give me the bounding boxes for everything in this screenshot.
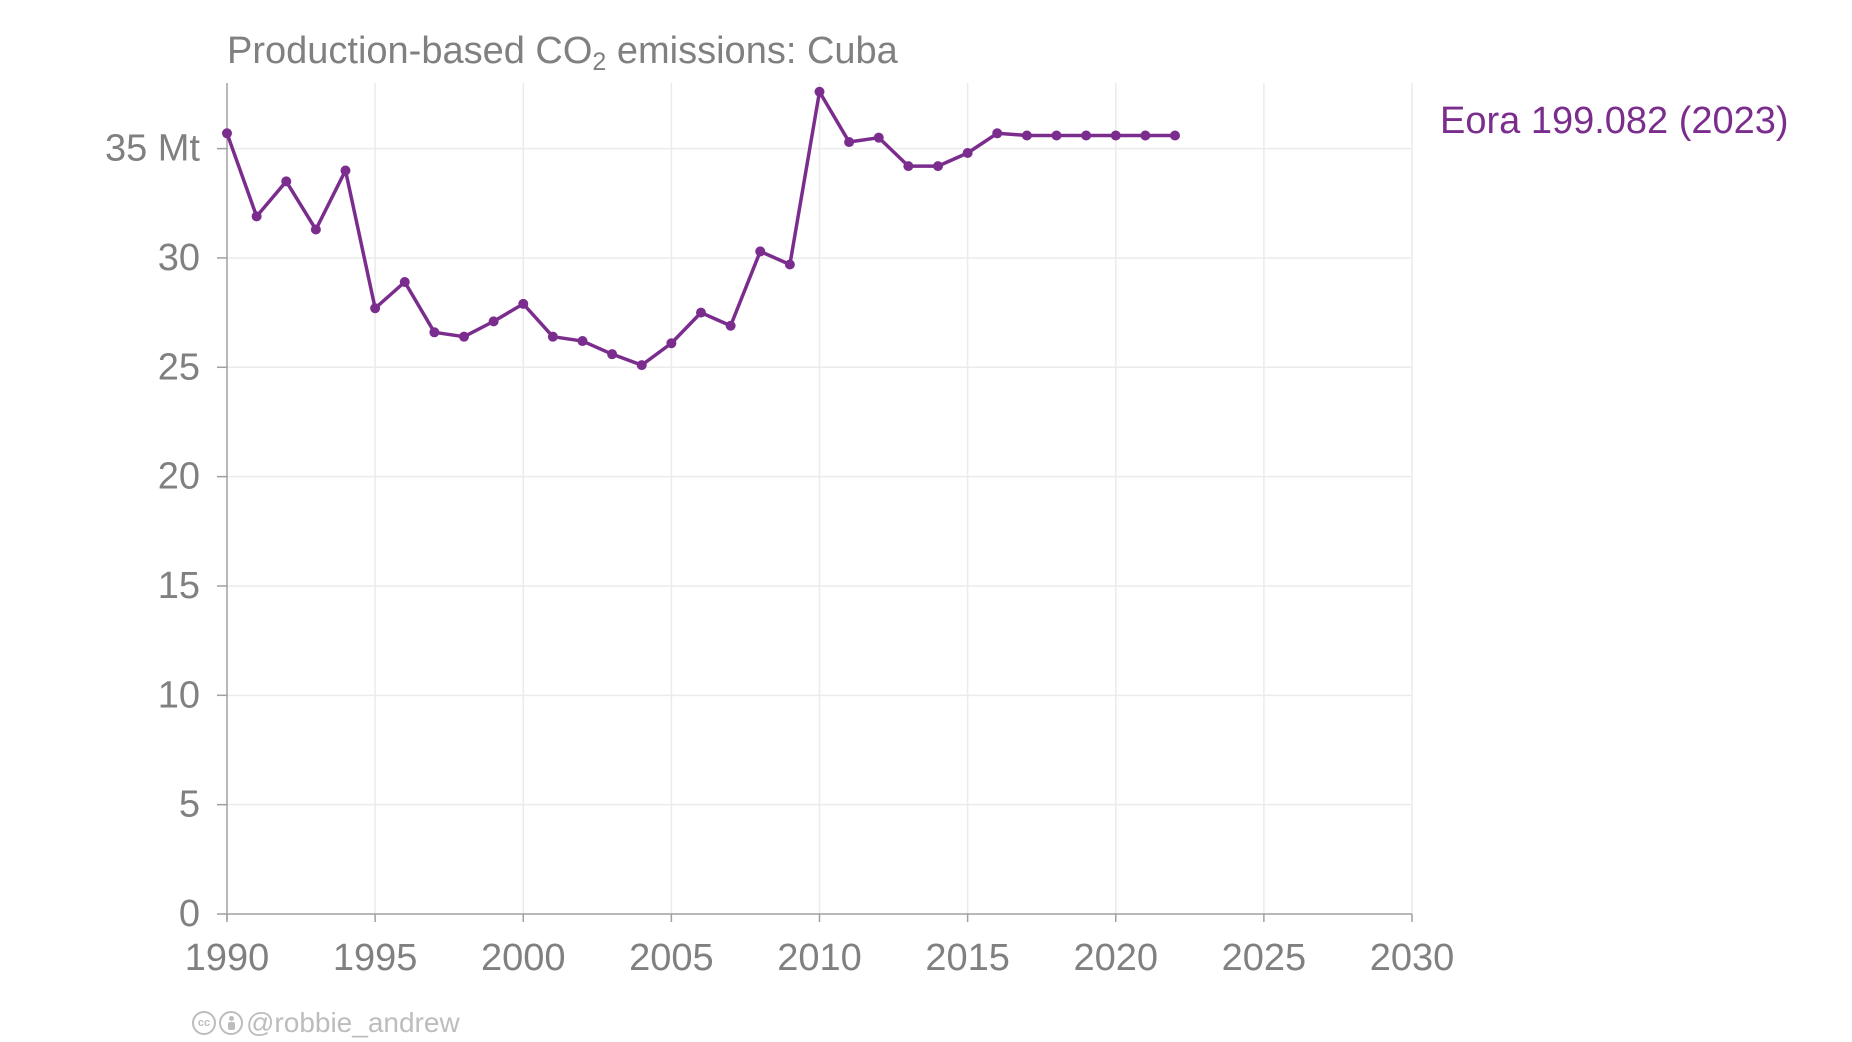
data-point <box>429 327 440 338</box>
creative-commons-icon: cc <box>192 1011 216 1035</box>
data-point <box>370 303 381 314</box>
x-tick-label: 2010 <box>777 937 862 979</box>
data-point <box>636 360 647 371</box>
data-point <box>666 338 677 349</box>
data-point <box>814 86 825 97</box>
data-point <box>962 147 973 158</box>
credit-handle: @robbie_andrew <box>246 1007 460 1038</box>
x-tick-label: 2020 <box>1073 937 1158 979</box>
y-tick-label: 15 <box>158 565 200 607</box>
data-point <box>399 277 410 288</box>
data-point <box>340 165 351 176</box>
data-point <box>222 128 232 139</box>
attribution-icon <box>219 1011 243 1035</box>
data-point <box>873 132 884 143</box>
data-point <box>1051 130 1062 141</box>
credit-line: cc @robbie_andrew <box>192 1007 460 1039</box>
y-tick-label: 25 <box>158 346 200 388</box>
chart-title-subscript: 2 <box>592 48 607 76</box>
x-tick-label: 2015 <box>925 937 1010 979</box>
x-tick-label: 2030 <box>1370 937 1455 979</box>
data-point <box>1021 130 1032 141</box>
x-tick-label: 1995 <box>333 937 418 979</box>
data-point <box>1170 130 1180 141</box>
x-tick-label: 1990 <box>185 937 270 979</box>
data-point <box>577 336 588 347</box>
y-tick-label: 20 <box>158 456 200 498</box>
data-point <box>784 259 795 270</box>
data-point <box>725 320 736 331</box>
data-point <box>1081 130 1092 141</box>
y-tick-label: 35 Mt <box>105 128 200 170</box>
data-point <box>547 331 558 342</box>
data-point <box>518 298 529 309</box>
data-point <box>607 349 618 360</box>
series-line <box>225 90 1177 367</box>
data-point <box>1110 130 1121 141</box>
chart-title-suffix: emissions: Cuba <box>606 30 898 72</box>
chart-title: Production-based CO2 emissions: Cuba <box>227 30 898 76</box>
x-tick-label: 2005 <box>629 937 714 979</box>
data-point <box>696 307 706 318</box>
data-point <box>281 176 292 187</box>
data-point <box>903 161 914 172</box>
data-point <box>933 161 943 172</box>
data-point <box>488 316 499 327</box>
y-tick-label: 0 <box>179 893 200 935</box>
series-label: Eora 199.082 (2023) <box>1440 100 1789 142</box>
data-point <box>844 137 855 148</box>
x-tick-label: 2025 <box>1222 937 1307 979</box>
y-tick-label: 10 <box>158 674 200 716</box>
chart-title-prefix: Production-based CO <box>227 30 593 72</box>
data-point <box>992 128 1003 139</box>
data-point <box>310 224 321 235</box>
data-point <box>459 331 469 342</box>
y-tick-label: 5 <box>179 784 200 826</box>
data-point <box>1140 130 1151 141</box>
labels: Eora 199.082 (2023) <box>1440 100 1789 142</box>
grid-lines <box>227 83 1413 914</box>
data-point <box>755 246 766 257</box>
series-layer <box>222 86 1180 371</box>
data-point <box>251 211 262 222</box>
y-tick-label: 30 <box>158 237 200 279</box>
x-tick-label: 2000 <box>481 937 566 979</box>
